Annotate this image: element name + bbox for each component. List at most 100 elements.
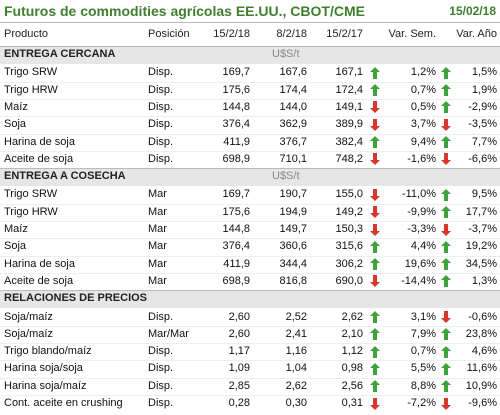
arrow-down [441, 397, 451, 410]
cell: 7,7% [471, 135, 497, 148]
cell: 34,5% [465, 257, 497, 270]
arrow-down [370, 188, 380, 201]
cell: Mar [148, 223, 167, 235]
row-separator [0, 98, 500, 100]
arrow-up [441, 240, 451, 253]
cell: 149,1 [335, 100, 363, 113]
cell: 149,7 [279, 223, 307, 235]
arrow-shape [370, 206, 380, 219]
cell: -3,7% [468, 223, 497, 235]
cell: Disp. [148, 310, 174, 323]
row-separator [0, 133, 500, 135]
cell: 169,7 [222, 188, 250, 201]
arrow-down [370, 153, 380, 166]
arrow-down [370, 118, 380, 131]
arrow-shape [441, 136, 451, 148]
arrow-shape [370, 136, 380, 148]
section-title: RELACIONES DE PRECIOS [4, 292, 148, 305]
row-separator [0, 360, 500, 362]
cell: 175,6 [222, 205, 250, 218]
arrow-down [441, 311, 451, 323]
cell: 2,52 [285, 310, 307, 323]
arrow-shape [370, 397, 380, 410]
cell: 2,85 [228, 379, 250, 392]
column-header: Var. Año [456, 28, 497, 40]
row-label: Maíz [4, 223, 28, 235]
cell: -11,0% [401, 188, 436, 201]
arrow-shape [441, 188, 451, 201]
cell: 698,9 [222, 152, 250, 165]
arrow-up [441, 362, 451, 375]
cell: Disp. [148, 379, 174, 392]
arrow-down [441, 118, 451, 131]
arrow-shape [441, 84, 451, 97]
cell: 376,4 [222, 240, 250, 253]
cell: Disp. [148, 152, 174, 165]
cell: Mar [148, 274, 167, 287]
arrow-shape [441, 206, 451, 219]
cell: -9,6% [468, 397, 497, 409]
arrow-shape [370, 380, 380, 393]
arrow-shape [441, 240, 451, 253]
cell: Disp. [148, 83, 174, 96]
arrow-shape [441, 101, 451, 114]
arrow-shape [441, 66, 451, 79]
cell: 0,28 [228, 397, 250, 409]
cell: 1,5% [471, 66, 497, 79]
cell: 155,0 [335, 188, 363, 201]
section-band [0, 168, 500, 187]
cell: -9,9% [407, 205, 436, 218]
column-header: Posición [148, 28, 190, 40]
cell: 1,2% [410, 66, 436, 79]
arrow-up [370, 66, 380, 79]
arrow-shape [370, 153, 380, 166]
cell: 167,6 [279, 66, 307, 79]
cell: 23,8% [465, 327, 497, 340]
cell: 2,10 [341, 327, 363, 340]
cell: 144,0 [279, 100, 307, 113]
arrow-up [441, 84, 451, 97]
cell: Mar [148, 205, 167, 218]
arrow-shape [441, 258, 451, 271]
row-label: Harina de soja [4, 135, 75, 148]
cell: Disp. [148, 362, 174, 375]
cell: 376,4 [222, 118, 250, 131]
arrow-up [370, 328, 380, 341]
cell: 1,16 [285, 345, 307, 358]
date: 15/02/18 [449, 4, 496, 18]
cell: 698,9 [222, 274, 250, 287]
cell: 172,4 [335, 83, 363, 96]
cell: Mar/Mar [148, 327, 189, 340]
cell: 5,5% [410, 362, 436, 375]
cell: 2,62 [285, 379, 307, 392]
cell: 748,2 [335, 152, 363, 165]
separator [0, 22, 500, 23]
cell: 0,7% [410, 83, 436, 96]
row-separator [0, 325, 500, 327]
cell: 411,9 [223, 135, 250, 148]
cell: -1,6% [407, 152, 436, 165]
row-separator [0, 238, 500, 240]
cell: 1,09 [228, 362, 250, 375]
cell: 0,7% [410, 345, 436, 358]
column-header: 15/2/17 [326, 28, 363, 40]
arrow-down [370, 397, 380, 410]
arrow-shape [370, 101, 380, 114]
cell: 0,31 [341, 397, 363, 409]
arrow-shape [441, 345, 451, 358]
cell: 2,56 [341, 379, 363, 392]
row-label: Trigo HRW [4, 83, 58, 96]
row-label: Soja [4, 240, 27, 253]
row-separator [0, 221, 500, 222]
cell: 144,8 [222, 223, 250, 235]
row-label: Cont. aceite en crushing [4, 397, 123, 409]
arrow-shape [370, 311, 380, 323]
section-unit: U$S/t [272, 170, 300, 183]
arrow-up [441, 101, 451, 114]
cell: 19,2% [465, 240, 497, 253]
column-header: 15/2/18 [213, 28, 250, 40]
cell: 2,60 [228, 310, 250, 323]
cell: -3,5% [468, 118, 497, 131]
section-band [0, 290, 500, 309]
cell: -14,4% [401, 274, 436, 287]
